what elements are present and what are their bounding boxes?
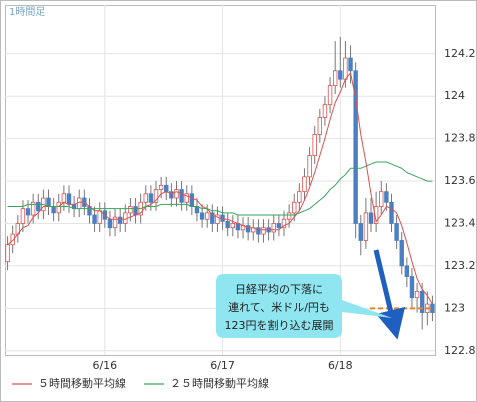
- candle-body: [256, 227, 261, 235]
- candle-body: [368, 212, 374, 224]
- candle-body: [164, 184, 169, 193]
- candle-body: [92, 214, 97, 224]
- candle-body: [20, 208, 26, 224]
- candle-body: [107, 218, 113, 229]
- legend: ５時間移動平均線 ２５時間移動平均線: [12, 376, 269, 390]
- annotation-line: 123円を割り込む展開: [225, 318, 334, 332]
- candle-body: [179, 189, 184, 203]
- candle-body: [5, 244, 10, 263]
- candle-body: [358, 223, 363, 241]
- candle-body: [51, 206, 56, 214]
- candle-body: [25, 208, 31, 216]
- candle-body: [399, 240, 404, 267]
- candle-body: [276, 223, 282, 229]
- candle-body: [153, 189, 159, 203]
- y-tick-label: 122.8: [444, 344, 476, 357]
- candle-body: [312, 133, 317, 157]
- candle-body: [414, 290, 420, 299]
- candle-body: [112, 216, 118, 229]
- moving-average-line: [7, 161, 433, 216]
- annotation-line: 連れて、米ドル/円も: [228, 300, 330, 314]
- candle-body: [420, 290, 425, 313]
- candle-body: [281, 218, 287, 229]
- candle-body: [174, 189, 179, 199]
- candle-body: [307, 155, 312, 178]
- candle-body: [384, 191, 389, 203]
- candle-body: [133, 206, 138, 216]
- candle-body: [30, 201, 36, 216]
- candle-body: [143, 193, 148, 203]
- candle-body: [46, 197, 51, 207]
- candle-body: [117, 216, 123, 224]
- candle-body: [389, 201, 394, 224]
- candle-body: [404, 265, 410, 277]
- candle-body: [379, 191, 384, 207]
- candle-body: [271, 223, 276, 233]
- y-tick-label: 123.8: [444, 132, 476, 145]
- x-tick-label: 6/16: [92, 359, 117, 372]
- y-tick-label: 123.4: [444, 216, 476, 229]
- candle-body: [56, 201, 61, 214]
- candle-body: [61, 193, 67, 203]
- legend-label: ２５時間移動平均線: [170, 376, 269, 390]
- y-tick-label: 123.6: [444, 174, 476, 187]
- candle-body: [210, 212, 215, 224]
- candle-body: [343, 57, 348, 80]
- candle-body: [348, 57, 353, 72]
- candle-body: [409, 276, 415, 299]
- candle-body: [317, 117, 323, 135]
- candle-body: [148, 193, 154, 203]
- candle-body: [261, 227, 266, 235]
- candle-body: [10, 233, 15, 246]
- candle-body: [225, 220, 230, 229]
- candle-body: [199, 212, 205, 220]
- annotation-line: 日経平均の下落に: [235, 283, 323, 296]
- x-tick-label: 6/17: [210, 359, 235, 372]
- candle-body: [430, 303, 435, 313]
- candle-body: [286, 212, 292, 220]
- candle-body: [128, 206, 133, 214]
- candle-body: [292, 201, 297, 214]
- candle-body: [158, 184, 164, 190]
- candle-body: [332, 70, 338, 87]
- candle-body: [184, 193, 189, 203]
- candle-body: [353, 70, 358, 224]
- candle-body: [36, 201, 41, 212]
- x-tick-label: 6/18: [328, 359, 353, 372]
- candle-body: [230, 223, 235, 229]
- candle-body: [297, 191, 302, 203]
- candle-body: [338, 70, 343, 80]
- candle-body: [97, 210, 102, 224]
- y-tick-label: 123.2: [444, 259, 476, 272]
- arrow: [373, 249, 406, 340]
- candle-body: [363, 212, 369, 241]
- moving-average-line: [7, 71, 433, 305]
- candle-body: [394, 223, 399, 241]
- callout: [216, 274, 392, 338]
- candle-body: [205, 212, 210, 220]
- candle-body: [215, 214, 220, 224]
- candle-body: [245, 225, 251, 233]
- chart-title: 1時間足: [9, 6, 45, 18]
- candle-body: [302, 176, 307, 193]
- y-tick-label: 124: [444, 89, 465, 102]
- candle-body: [169, 191, 174, 199]
- candle-body: [327, 85, 333, 106]
- y-tick-label: 124.2: [444, 47, 476, 60]
- legend-label: ５時間移動平均線: [38, 376, 126, 390]
- candle-body: [373, 206, 379, 224]
- candle-body: [66, 193, 72, 205]
- y-tick-label: 123: [444, 301, 465, 314]
- candle-body: [189, 193, 195, 207]
- candle-body: [322, 104, 328, 118]
